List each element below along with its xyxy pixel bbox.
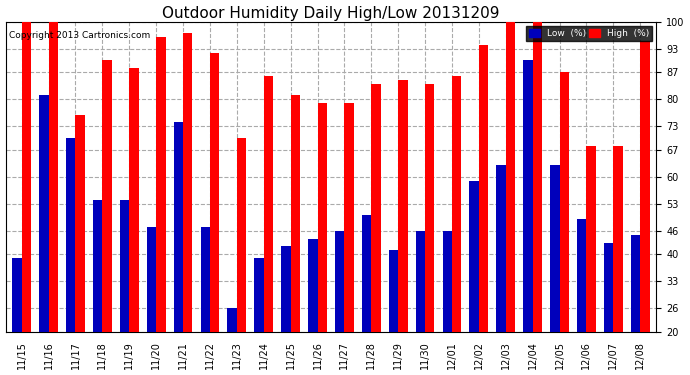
Bar bbox=[174, 123, 183, 332]
Bar bbox=[604, 243, 613, 332]
Bar bbox=[469, 181, 479, 332]
Bar bbox=[282, 246, 290, 332]
Bar bbox=[66, 138, 75, 332]
Bar bbox=[290, 95, 300, 332]
Bar bbox=[237, 138, 246, 332]
Bar bbox=[415, 231, 425, 332]
Bar bbox=[452, 76, 462, 332]
Bar bbox=[201, 227, 210, 332]
Bar bbox=[613, 146, 623, 332]
Bar bbox=[308, 239, 317, 332]
Bar bbox=[129, 68, 139, 332]
Bar bbox=[640, 41, 649, 332]
Bar bbox=[317, 103, 327, 332]
Bar bbox=[120, 200, 129, 332]
Bar bbox=[21, 22, 31, 332]
Bar bbox=[496, 165, 506, 332]
Bar bbox=[506, 22, 515, 332]
Legend: Low  (%), High  (%): Low (%), High (%) bbox=[526, 26, 652, 40]
Bar bbox=[147, 227, 156, 332]
Bar bbox=[560, 72, 569, 332]
Bar bbox=[577, 219, 586, 332]
Bar bbox=[12, 258, 21, 332]
Bar bbox=[533, 22, 542, 332]
Bar bbox=[39, 95, 48, 332]
Title: Outdoor Humidity Daily High/Low 20131209: Outdoor Humidity Daily High/Low 20131209 bbox=[162, 6, 500, 21]
Bar bbox=[388, 251, 398, 332]
Bar bbox=[75, 115, 85, 332]
Bar bbox=[362, 216, 371, 332]
Bar bbox=[344, 103, 354, 332]
Bar bbox=[210, 53, 219, 332]
Bar bbox=[371, 84, 381, 332]
Bar bbox=[255, 258, 264, 332]
Text: Copyright 2013 Cartronics.com: Copyright 2013 Cartronics.com bbox=[9, 31, 150, 40]
Bar bbox=[479, 45, 489, 332]
Bar bbox=[550, 165, 560, 332]
Bar bbox=[335, 231, 344, 332]
Bar bbox=[631, 235, 640, 332]
Bar bbox=[102, 60, 112, 332]
Bar bbox=[93, 200, 102, 332]
Bar bbox=[156, 37, 166, 332]
Bar bbox=[523, 60, 533, 332]
Bar bbox=[264, 76, 273, 332]
Bar bbox=[586, 146, 596, 332]
Bar bbox=[228, 309, 237, 332]
Bar bbox=[442, 231, 452, 332]
Bar bbox=[425, 84, 435, 332]
Bar bbox=[48, 22, 58, 332]
Bar bbox=[183, 33, 193, 332]
Bar bbox=[398, 80, 408, 332]
